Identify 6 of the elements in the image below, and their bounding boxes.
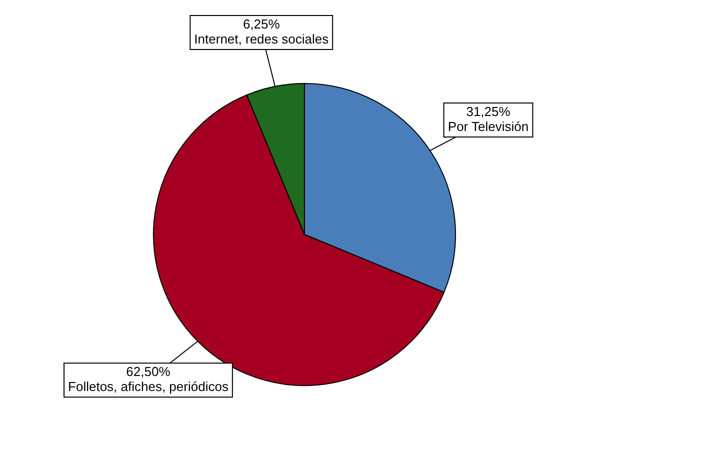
slice-label: Internet, redes sociales — [194, 32, 330, 47]
data-label: 31,25% — [466, 104, 511, 120]
slice-label: Por Televisión — [448, 119, 529, 134]
data-label: 6,25% — [242, 16, 280, 32]
slice-label: Folletos, afiches, periódicos — [68, 379, 229, 394]
data-label: 62,50% — [126, 364, 171, 380]
